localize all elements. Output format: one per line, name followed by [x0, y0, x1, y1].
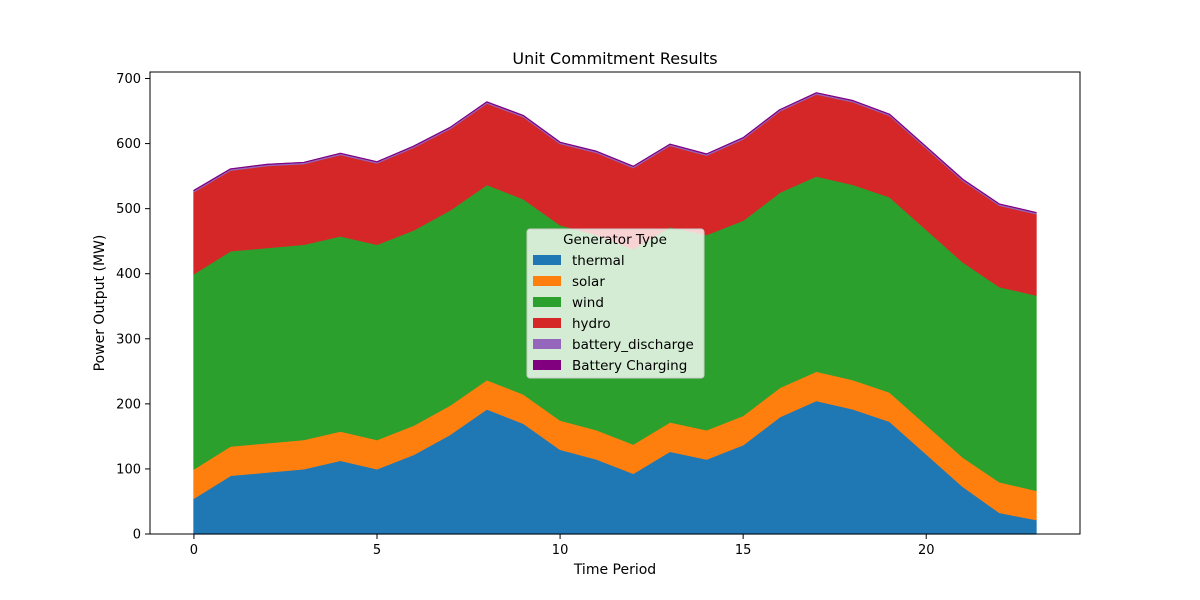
- y-tick-label: 600: [116, 137, 141, 152]
- y-tick-label: 0: [133, 528, 141, 543]
- x-tick-label: 20: [918, 543, 935, 558]
- legend-swatch-solar: [533, 276, 561, 286]
- legend-label-solar: solar: [572, 274, 605, 290]
- legend-label-hydro: hydro: [572, 316, 611, 332]
- y-tick-label: 100: [116, 462, 141, 477]
- legend: Generator Type thermal solar wind hydro batt…: [526, 228, 705, 379]
- y-tick-label: 300: [116, 332, 141, 347]
- chart-title: Unit Commitment Results: [512, 49, 717, 68]
- x-tick-label: 10: [552, 543, 569, 558]
- x-axis-ticks: 0 5 10 15 20: [190, 534, 935, 558]
- y-tick-label: 400: [116, 267, 141, 282]
- legend-label-wind: wind: [572, 295, 604, 311]
- legend-swatch-thermal: [533, 255, 561, 265]
- legend-label-battery-discharge: battery_discharge: [572, 337, 694, 353]
- legend-items: thermal solar wind hydro battery_discharge Ba…: [533, 253, 694, 374]
- y-tick-label: 500: [116, 202, 141, 217]
- y-tick-label: 200: [116, 397, 141, 412]
- legend-swatch-wind: [533, 297, 561, 307]
- y-axis-ticks: 0 100 200 300 400 500 600 700: [116, 72, 150, 543]
- legend-label-battery-charging: Battery Charging: [572, 358, 687, 374]
- legend-swatch-battery-discharge: [533, 339, 561, 349]
- legend-swatch-battery-charging: [533, 360, 561, 370]
- legend-swatch-hydro: [533, 318, 561, 328]
- plot-frame: [149, 71, 1081, 535]
- x-tick-label: 15: [735, 543, 752, 558]
- legend-title: Generator Type: [563, 232, 667, 248]
- x-axis-title: Time Period: [573, 562, 656, 578]
- area-battery-charging: [193, 92, 1037, 214]
- y-axis-title: Power Output (MW): [92, 235, 108, 372]
- x-tick-label: 5: [373, 543, 381, 558]
- x-tick-label: 0: [190, 543, 198, 558]
- legend-label-thermal: thermal: [572, 253, 625, 269]
- legend-box: [526, 228, 705, 379]
- y-tick-label: 700: [116, 72, 141, 87]
